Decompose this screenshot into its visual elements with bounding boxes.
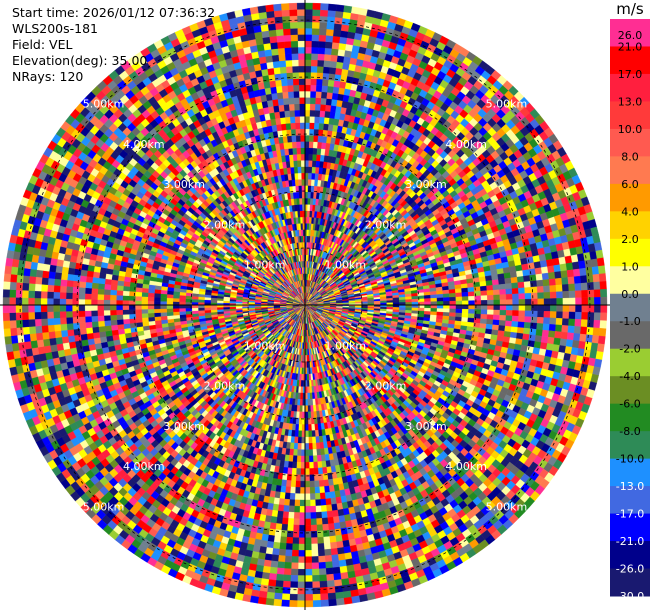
velocity-cell bbox=[430, 294, 438, 299]
velocity-cell bbox=[223, 306, 230, 310]
velocity-cell bbox=[411, 295, 419, 300]
velocity-cell bbox=[310, 405, 314, 412]
velocity-cell bbox=[204, 307, 211, 311]
velocity-cell bbox=[301, 430, 306, 438]
velocity-cell bbox=[179, 307, 186, 312]
velocity-cell bbox=[306, 386, 310, 394]
velocity-cell bbox=[197, 307, 205, 311]
velocity-cell bbox=[307, 411, 312, 419]
velocity-cell bbox=[191, 298, 199, 303]
velocity-cell bbox=[299, 210, 303, 218]
velocity-cell bbox=[216, 306, 224, 310]
velocity-cell bbox=[172, 308, 180, 313]
velocity-cell bbox=[430, 301, 438, 306]
velocity-cell bbox=[307, 191, 312, 199]
velocity-cell bbox=[424, 307, 431, 312]
velocity-cell bbox=[308, 430, 313, 438]
velocity-cell bbox=[307, 392, 311, 400]
velocity-cell bbox=[300, 223, 304, 230]
velocity-cell bbox=[298, 191, 303, 199]
velocity-cell bbox=[307, 424, 312, 431]
velocity-cell bbox=[295, 191, 300, 199]
velocity-cell bbox=[311, 430, 316, 438]
velocity-cell bbox=[179, 311, 187, 316]
velocity-cell bbox=[380, 300, 387, 304]
velocity-cell bbox=[300, 229, 304, 237]
velocity-cell bbox=[304, 172, 309, 180]
velocity-cell bbox=[307, 179, 312, 186]
velocity-cell bbox=[424, 298, 431, 303]
velocity-cell bbox=[430, 297, 438, 302]
velocity-cell bbox=[310, 411, 315, 419]
velocity-cell bbox=[392, 299, 400, 303]
velocity-cell bbox=[172, 304, 180, 309]
velocity-cell bbox=[229, 306, 237, 310]
velocity-cell bbox=[294, 179, 299, 187]
velocity-cell bbox=[423, 294, 431, 299]
velocity-cell bbox=[210, 307, 218, 311]
velocity-cell bbox=[179, 298, 186, 303]
velocity-cell bbox=[300, 216, 304, 224]
velocity-cell bbox=[198, 310, 205, 314]
velocity-cell bbox=[417, 307, 425, 312]
velocity-cell bbox=[191, 307, 199, 312]
velocity-cell bbox=[311, 423, 316, 431]
velocity-cell bbox=[411, 298, 419, 303]
velocity-cell bbox=[430, 304, 438, 309]
velocity-cell bbox=[386, 300, 394, 304]
velocity-cell bbox=[405, 299, 413, 303]
velocity-cell bbox=[399, 299, 406, 303]
velocity-cell bbox=[373, 300, 381, 304]
velocity-cell bbox=[298, 179, 303, 186]
velocity-cell bbox=[296, 198, 300, 205]
velocity-cell bbox=[430, 308, 438, 313]
velocity-cell bbox=[411, 307, 419, 312]
velocity-cell bbox=[306, 373, 310, 381]
velocity-sectors bbox=[2, 2, 608, 608]
velocity-cell bbox=[172, 297, 180, 302]
velocity-cell bbox=[306, 380, 310, 387]
velocity-cell bbox=[298, 411, 303, 419]
velocity-cell bbox=[405, 296, 412, 300]
velocity-cell bbox=[304, 430, 309, 438]
velocity-cell bbox=[299, 197, 303, 205]
velocity-cell bbox=[297, 430, 302, 438]
velocity-cell bbox=[298, 424, 303, 431]
velocity-cell bbox=[307, 399, 311, 406]
velocity-cell bbox=[299, 204, 303, 211]
velocity-cell bbox=[172, 301, 180, 306]
velocity-cell bbox=[307, 405, 311, 413]
velocity-cell bbox=[191, 310, 199, 315]
velocity-cell bbox=[308, 172, 313, 180]
velocity-cell bbox=[172, 311, 180, 316]
